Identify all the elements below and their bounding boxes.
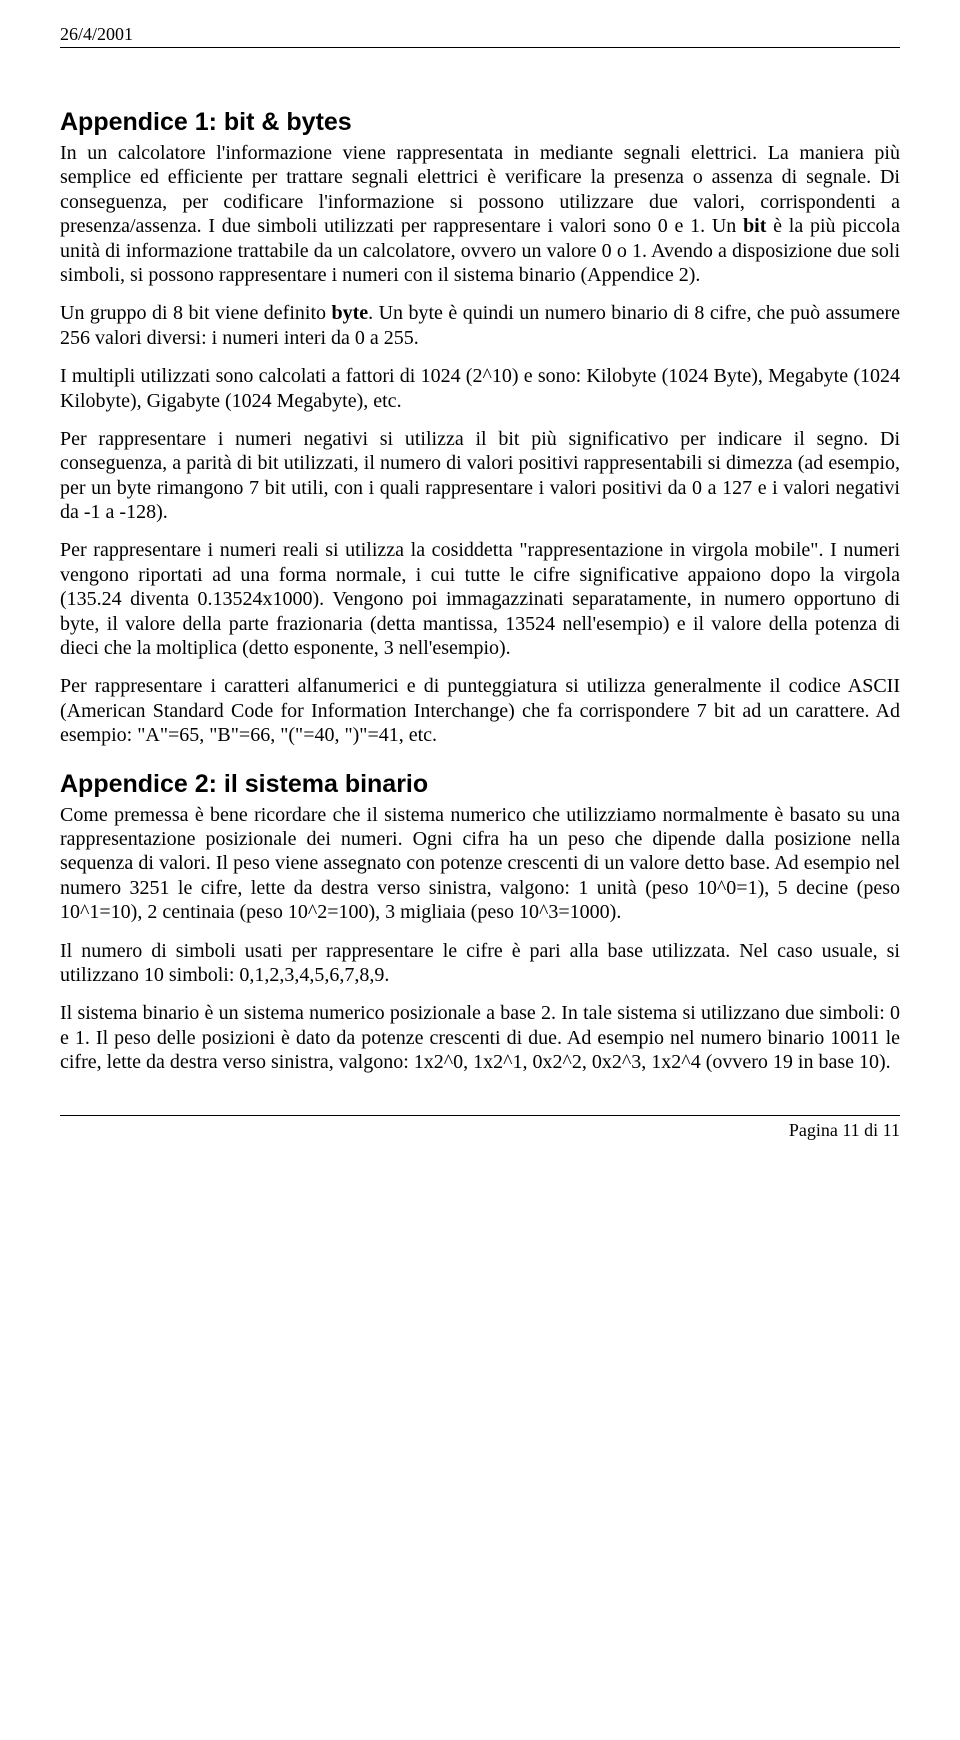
appendix1-p6: Per rappresentare i caratteri alfanumeri… [60,674,900,747]
page-date: 26/4/2001 [60,24,900,48]
appendix1-p2-a: Un gruppo di 8 bit viene definito [60,302,331,324]
appendix2-p3: Il sistema binario è un sistema numerico… [60,1001,900,1074]
appendix1-p1: In un calcolatore l'informazione viene r… [60,141,900,287]
appendix2-heading: Appendice 2: il sistema binario [60,770,900,799]
appendix2-p1: Come premessa è bene ricordare che il si… [60,803,900,925]
appendix1-p4: Per rappresentare i numeri negativi si u… [60,427,900,525]
page-footer: Pagina 11 di 11 [60,1115,900,1141]
appendix1-p2: Un gruppo di 8 bit viene definito byte. … [60,301,900,350]
appendix1-p3: I multipli utilizzati sono calcolati a f… [60,364,900,413]
bold-byte: byte [331,302,368,324]
appendix2-p2: Il numero di simboli usati per rappresen… [60,939,900,988]
bold-bit: bit [743,215,766,237]
appendix1-heading: Appendice 1: bit & bytes [60,108,900,137]
appendix1-p5: Per rappresentare i numeri reali si util… [60,538,900,660]
